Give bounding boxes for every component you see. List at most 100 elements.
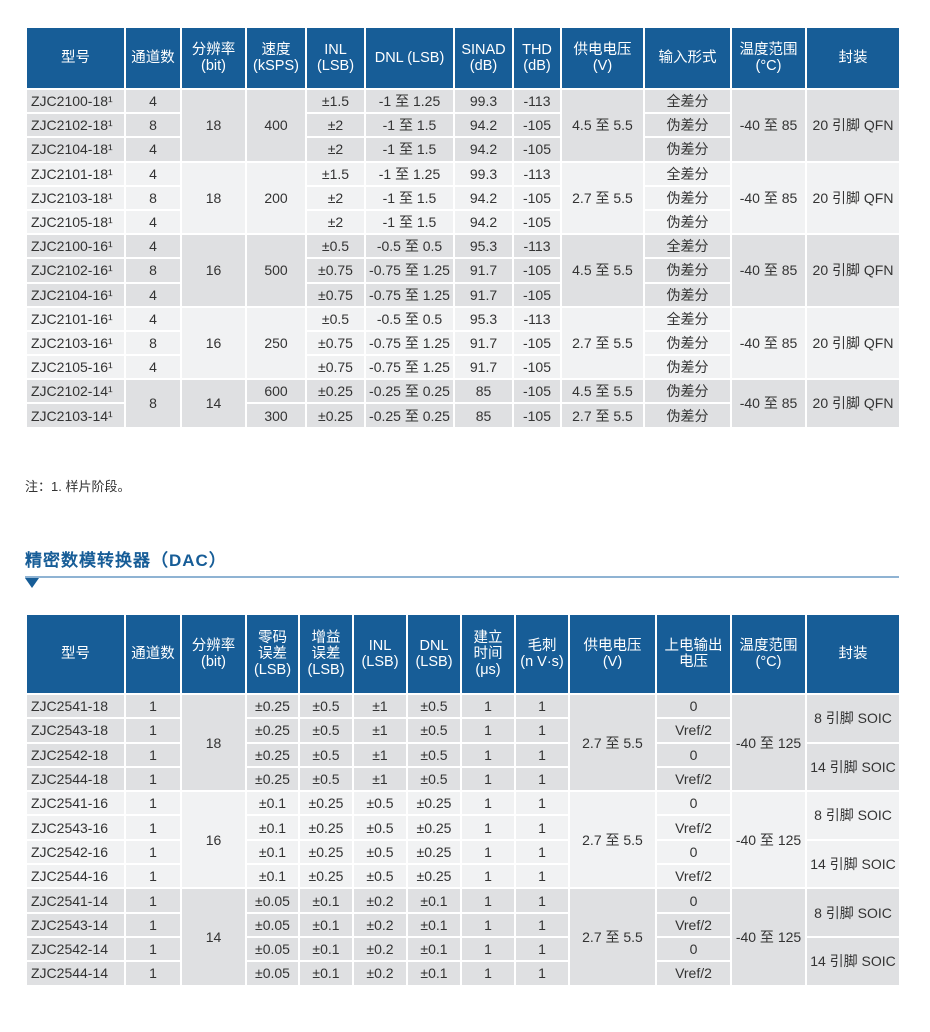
column-header: 增益 误差 (LSB) [298, 613, 354, 695]
table-cell: 16 [180, 305, 247, 381]
column-header: INL (LSB) [305, 26, 366, 90]
table-cell: 2.7 至 5.5 [568, 692, 657, 793]
table-cell: 伪差分 [643, 112, 732, 139]
table-cell: 14 引脚 SOIC [805, 838, 901, 890]
table-cell: -105 [512, 136, 562, 163]
column-header: 型号 [25, 613, 126, 695]
column-header: 分辨率 (bit) [180, 26, 247, 90]
model-cell: ZJC2544-16 [25, 863, 126, 890]
table-cell: -105 [512, 329, 562, 357]
table-cell: ±0.25 [245, 765, 300, 793]
table-cell: -0.25 至 0.25 [364, 402, 455, 429]
table-cell: ±0.25 [298, 838, 354, 866]
table-cell: 200 [245, 160, 307, 236]
model-cell: ZJC2541-14 [25, 887, 126, 914]
table-cell: -0.75 至 1.25 [364, 257, 455, 284]
column-header: 输入形式 [643, 26, 732, 90]
table-cell: 4 [124, 233, 182, 260]
table-cell: 伪差分 [643, 329, 732, 357]
table-cell: 91.7 [453, 329, 514, 357]
table-cell: 1 [514, 935, 570, 963]
column-header: 供电电压 (V) [568, 613, 657, 695]
table-cell: 1 [124, 765, 182, 793]
table-cell: ±0.5 [352, 790, 408, 817]
model-cell: ZJC2542-16 [25, 838, 126, 866]
table-cell: 94.2 [453, 208, 514, 236]
table-row: ZJC2542-14 1 ±0.05 ±0.1 ±0.2 ±0.1 1 1 0 14 引脚 SOI… [25, 935, 901, 987]
column-header: 温度范围 (°C) [730, 613, 807, 695]
table-cell: 1 [460, 717, 516, 744]
column-header: 速度 (kSPS) [245, 26, 307, 90]
table-cell: ±0.1 [298, 935, 354, 963]
table-cell: ±0.5 [406, 741, 462, 768]
table-cell: 0 [655, 741, 732, 768]
column-header: 零码 误差 (LSB) [245, 613, 300, 695]
table-cell: ±0.25 [406, 814, 462, 841]
table-cell: Vref/2 [655, 717, 732, 744]
dac-spec-table: 型号 通道数 分辨率 (bit) 零码 误差 (LSB) 增益 误差 (LSB) INL … [25, 613, 901, 987]
table-cell: 1 [514, 911, 570, 938]
table-cell: ±0.1 [406, 960, 462, 987]
table-cell: ±0.25 [305, 402, 366, 429]
table-cell: ±0.1 [406, 911, 462, 938]
table-cell: 20 引脚 QFN [805, 378, 901, 429]
model-cell: ZJC2544-14 [25, 960, 126, 987]
table-cell: ±0.05 [245, 887, 300, 914]
table-cell: 2.7 至 5.5 [568, 887, 657, 987]
table-cell: ±0.1 [298, 887, 354, 914]
table-row: ZJC2101-18¹ 4 18 200 ±1.5 -1 至 1.25 99.3 -113 2.… [25, 160, 901, 236]
table-cell: 1 [514, 790, 570, 817]
table-cell: 4 [124, 354, 182, 381]
table-cell: 85 [453, 378, 514, 405]
table-row: ZJC2102-14¹ 8 14 600 ±0.25 -0.25 至 0.25 85 -105… [25, 378, 901, 429]
table-cell: 8 引脚 SOIC [805, 790, 901, 841]
table-cell: -40 至 125 [730, 790, 807, 890]
table-cell: 16 [180, 790, 247, 890]
table-cell: ±2 [305, 208, 366, 236]
table-cell: 1 [124, 741, 182, 768]
table-cell: 1 [460, 814, 516, 841]
table-cell: -105 [512, 112, 562, 139]
table-cell: 伪差分 [643, 378, 732, 405]
table-cell: 0 [655, 838, 732, 866]
table-cell: ±0.25 [406, 790, 462, 817]
table-row: ZJC2101-16¹ 4 16 250 ±0.5 -0.5 至 0.5 95.3 -113 2… [25, 305, 901, 381]
table-cell: 20 引脚 QFN [805, 233, 901, 308]
table-cell: 1 [514, 838, 570, 866]
column-header: INL (LSB) [352, 613, 408, 695]
table-row: ZJC2105-18¹ 4 ±2 -1 至 1.5 94.2 -105 伪差分 [25, 208, 900, 236]
table-cell: ±0.75 [305, 257, 366, 284]
table-cell: 伪差分 [643, 136, 732, 163]
table-cell: ±0.25 [245, 717, 300, 744]
table-cell: 8 [124, 257, 182, 284]
table-cell: 1 [460, 790, 516, 817]
table-cell: ±1 [352, 692, 408, 720]
section-divider [25, 576, 899, 578]
table-cell: ±0.5 [298, 717, 354, 744]
table-cell: -40 至 85 [730, 160, 807, 236]
table-cell: ±0.5 [305, 305, 366, 332]
table-cell: 300 [245, 402, 307, 429]
table-cell: 20 引脚 QFN [805, 305, 901, 381]
table-cell: -105 [512, 378, 562, 405]
table-cell: -0.75 至 1.25 [364, 354, 455, 381]
model-cell: ZJC2542-14 [25, 935, 126, 963]
table-cell: 95.3 [453, 305, 514, 332]
table-cell: ±0.25 [298, 814, 354, 841]
table-row: ZJC2542-18 1 ±0.25 ±0.5 ±1 ±0.5 1 1 0 14 引脚 SOIC [25, 741, 901, 793]
table-cell: 1 [514, 863, 570, 890]
table-cell: 91.7 [453, 354, 514, 381]
column-header: 通道数 [124, 26, 182, 90]
model-cell: ZJC2543-16 [25, 814, 126, 841]
table-cell: -1 至 1.25 [364, 160, 455, 187]
table-cell: -1 至 1.5 [364, 208, 455, 236]
table-cell: -113 [512, 160, 562, 187]
table-cell: ±0.1 [406, 887, 462, 914]
model-cell: ZJC2102-14¹ [25, 378, 126, 405]
table-cell: ±0.5 [406, 692, 462, 720]
table-cell: 伪差分 [643, 402, 732, 429]
model-cell: ZJC2104-16¹ [25, 281, 126, 308]
table-row: ZJC2544-16 1 ±0.1 ±0.25 ±0.5 ±0.25 1 1 Vref/2 [25, 863, 900, 890]
table-cell: ±0.2 [352, 960, 408, 987]
table-cell: 20 引脚 QFN [805, 160, 901, 236]
